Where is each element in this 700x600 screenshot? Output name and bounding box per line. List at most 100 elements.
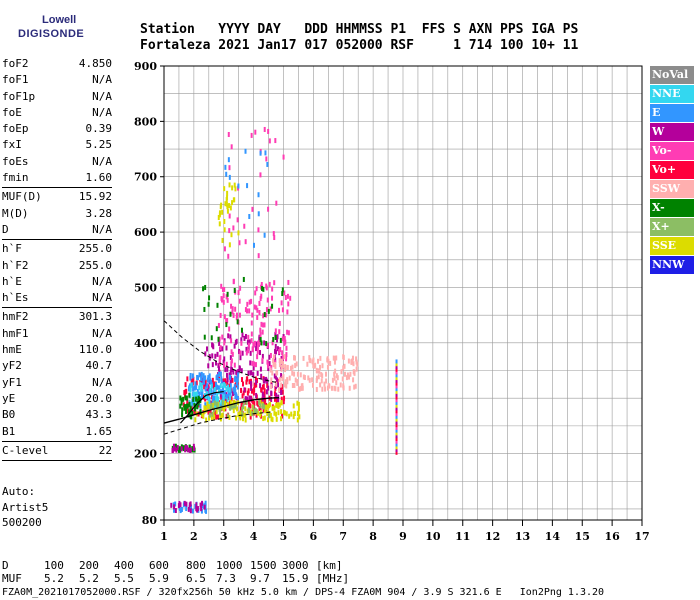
echo-point bbox=[201, 394, 204, 400]
echo-point bbox=[246, 301, 249, 307]
echo-point bbox=[249, 350, 252, 356]
echo-point bbox=[278, 320, 281, 326]
echo-point bbox=[230, 349, 233, 355]
echo-point bbox=[279, 337, 282, 343]
echo-point bbox=[204, 396, 207, 402]
legend-item: X- bbox=[650, 199, 694, 217]
echo-point bbox=[217, 366, 220, 372]
echo-point bbox=[254, 129, 257, 135]
echo-point bbox=[215, 414, 218, 420]
param-value: 255.0 bbox=[78, 242, 112, 256]
param-row: foE N/A bbox=[2, 105, 112, 121]
echo-point bbox=[267, 366, 270, 372]
echo-point bbox=[191, 508, 194, 514]
param-value: 15.92 bbox=[78, 190, 112, 204]
echo-point bbox=[208, 355, 211, 361]
echo-point bbox=[267, 206, 270, 212]
echo-point bbox=[272, 358, 275, 364]
echo-point bbox=[228, 213, 231, 219]
param-value: 22 bbox=[98, 443, 112, 457]
echo-point bbox=[221, 237, 224, 243]
echo-point bbox=[261, 357, 264, 363]
divider bbox=[2, 239, 112, 241]
echo-point bbox=[186, 399, 189, 405]
echo-point bbox=[233, 343, 236, 349]
echo-point bbox=[231, 377, 234, 383]
echo-point bbox=[226, 377, 229, 383]
echo-point bbox=[186, 403, 189, 409]
echo-point bbox=[201, 389, 204, 395]
y-tick-label: 500 bbox=[134, 281, 157, 294]
profile-curve bbox=[163, 396, 280, 424]
echo-point bbox=[217, 396, 220, 402]
echo-point bbox=[239, 415, 242, 421]
echo-point bbox=[212, 344, 215, 350]
x-tick-label: 10 bbox=[425, 530, 441, 543]
echo-point bbox=[316, 368, 319, 374]
param-value: 43.3 bbox=[85, 408, 113, 422]
param-value: N/A bbox=[92, 73, 112, 87]
echo-point bbox=[275, 392, 278, 398]
echo-point bbox=[232, 399, 235, 405]
echo-point bbox=[282, 355, 285, 361]
legend-item: W bbox=[650, 123, 694, 141]
echo-point bbox=[239, 350, 242, 356]
echo-point bbox=[395, 389, 398, 394]
echo-point bbox=[250, 380, 253, 386]
echo-point bbox=[225, 394, 228, 400]
echo-point bbox=[180, 506, 183, 512]
echo-point bbox=[224, 367, 227, 373]
echo-point bbox=[238, 348, 241, 354]
echo-point bbox=[210, 415, 213, 421]
param-row: foF1p N/A bbox=[2, 89, 112, 105]
echo-point bbox=[314, 362, 317, 368]
echo-point bbox=[238, 365, 241, 371]
echo-point bbox=[308, 355, 311, 361]
echo-point bbox=[180, 400, 183, 406]
param-row: M(D) 3.28 bbox=[2, 206, 112, 222]
echo-point bbox=[207, 301, 210, 307]
echo-point bbox=[256, 370, 259, 376]
echo-point bbox=[219, 345, 222, 351]
y-tick-label: 800 bbox=[134, 115, 157, 128]
echo-point bbox=[284, 367, 287, 373]
echo-point bbox=[188, 444, 191, 450]
echo-point bbox=[319, 355, 322, 361]
legend-item: SSW bbox=[650, 180, 694, 198]
echo-point bbox=[315, 386, 318, 392]
echo-point bbox=[172, 443, 175, 449]
echo-point bbox=[294, 363, 297, 369]
echo-point bbox=[241, 411, 244, 417]
echo-point bbox=[228, 174, 231, 180]
echo-point bbox=[335, 355, 338, 361]
echo-point bbox=[254, 362, 257, 368]
echo-point bbox=[230, 303, 233, 309]
y-tick-label: 200 bbox=[134, 448, 157, 461]
echo-point bbox=[267, 413, 270, 419]
echo-point bbox=[268, 354, 271, 360]
echo-point bbox=[207, 409, 210, 415]
param-value: N/A bbox=[92, 326, 112, 340]
param-row: foEs N/A bbox=[2, 154, 112, 170]
echo-point bbox=[226, 291, 229, 297]
echo-point bbox=[230, 361, 233, 367]
echo-point bbox=[269, 367, 272, 373]
echo-point bbox=[340, 369, 343, 375]
echo-point bbox=[306, 361, 309, 367]
echo-point bbox=[241, 416, 244, 422]
echo-point bbox=[257, 340, 260, 346]
echo-point bbox=[225, 386, 228, 392]
param-row: foF2 4.850 bbox=[2, 56, 112, 72]
y-tick-label: 300 bbox=[134, 392, 157, 405]
param-row: h`F2 255.0 bbox=[2, 258, 112, 274]
echo-point bbox=[231, 309, 234, 315]
echo-point bbox=[211, 377, 214, 383]
echo-point bbox=[263, 378, 266, 384]
param-value: 0.39 bbox=[85, 122, 113, 136]
profile-curve bbox=[163, 320, 280, 384]
echo-point bbox=[272, 336, 275, 342]
echo-point bbox=[249, 403, 252, 409]
unit-label: [km] bbox=[316, 559, 343, 572]
echo-point bbox=[214, 395, 217, 401]
echo-point bbox=[259, 150, 262, 156]
